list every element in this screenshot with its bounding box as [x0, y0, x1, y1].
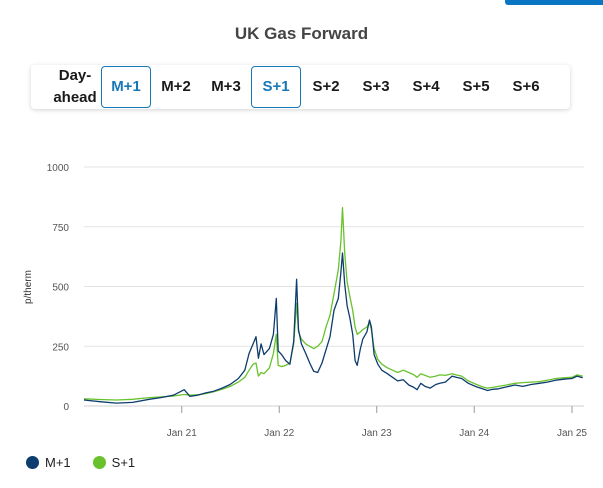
y-tick-label-750: 750 [52, 223, 69, 234]
y-tick-label-250: 250 [52, 342, 69, 353]
contract-tab-bar: Day- ahead M+1 M+2 M+3 S+1 S+2 S+3 S+4 S… [31, 65, 570, 109]
tab-s4[interactable]: S+4 [412, 78, 440, 95]
tab-m3[interactable]: M+3 [211, 78, 241, 95]
corner-tab[interactable] [505, 0, 603, 5]
series [83, 206, 583, 404]
x-tick-label: Jan 25 [557, 428, 587, 439]
tab-s1[interactable]: S+1 [251, 66, 301, 108]
tab-s3[interactable]: S+3 [362, 78, 390, 95]
x-tick-label: Jan 23 [362, 428, 392, 439]
legend-s1-label: S+1 [111, 455, 136, 470]
grid [84, 166, 584, 407]
x-tick-label: Jan 22 [264, 428, 294, 439]
x-axis: Jan 21 Jan 22 Jan 23 Jan 24 Jan 25 [167, 406, 587, 439]
tab-s5[interactable]: S+5 [462, 78, 490, 95]
tab-s2[interactable]: S+2 [312, 78, 340, 95]
series-line-s1 [83, 206, 583, 401]
y-tick-label-0: 0 [63, 402, 69, 413]
tab-m2[interactable]: M+2 [161, 78, 191, 95]
x-tick-label: Jan 24 [459, 428, 489, 439]
y-axis-label: p/therm [23, 270, 34, 304]
legend-s1-marker [92, 456, 106, 469]
chart-title: UK Gas Forward [234, 24, 369, 43]
series-line-m1 [83, 252, 583, 404]
legend-m1-marker [26, 456, 39, 469]
y-tick-label-1000: 1000 [47, 163, 70, 174]
y-tick-label-500: 500 [52, 283, 69, 294]
tab-day-ahead[interactable]: Day- ahead [53, 67, 97, 106]
x-tick-label: Jan 21 [167, 428, 197, 439]
legend: M+1 S+1 [26, 455, 135, 470]
legend-item-m1[interactable]: M+1 [26, 455, 71, 470]
tab-m1[interactable]: M+1 [101, 66, 151, 108]
tab-s6[interactable]: S+6 [512, 78, 540, 95]
legend-item-s1[interactable]: S+1 [92, 455, 136, 470]
legend-m1-label: M+1 [45, 455, 71, 470]
y-axis: 0 250 500 750 1000 [47, 163, 70, 413]
